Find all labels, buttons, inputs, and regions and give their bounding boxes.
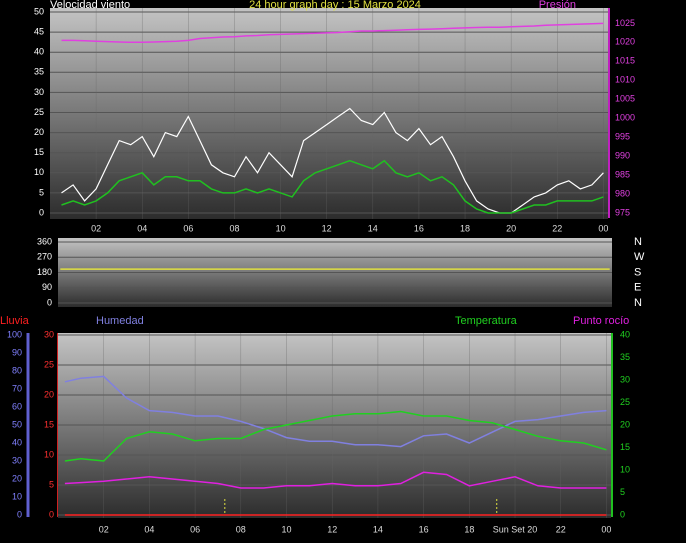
x-tick-label: 10 bbox=[276, 223, 286, 233]
x-tick-label: 12 bbox=[322, 223, 332, 233]
y-tick-label: 1000 bbox=[615, 113, 635, 123]
y-tick-label: 20 bbox=[12, 473, 22, 483]
x-tick-label: 06 bbox=[190, 524, 200, 534]
x-tick-label: 18 bbox=[464, 524, 474, 534]
y-tick-label: 10 bbox=[12, 491, 22, 501]
x-tick-label: 22 bbox=[556, 524, 566, 534]
x-tick-label: 04 bbox=[137, 223, 147, 233]
y-tick-label: 5 bbox=[39, 187, 44, 197]
y-tick-label: 60 bbox=[12, 401, 22, 411]
y-tick-label: 1020 bbox=[615, 37, 635, 47]
y-tick-label: 40 bbox=[34, 47, 44, 57]
y-tick-label: N bbox=[634, 236, 642, 248]
y-tick-label: 45 bbox=[34, 26, 44, 36]
y-tick-label: 990 bbox=[615, 150, 630, 160]
legend-label: Temperatura bbox=[455, 315, 518, 327]
y-tick-label: 15 bbox=[44, 419, 54, 429]
legend-label: Punto rocío bbox=[573, 315, 629, 327]
series-line bbox=[61, 159, 604, 214]
y-tick-label: 0 bbox=[620, 509, 625, 519]
y-tick-label: 20 bbox=[44, 389, 54, 399]
y-tick-label: 40 bbox=[12, 437, 22, 447]
axis-label: Velocidad viento bbox=[50, 0, 130, 11]
y-tick-label: 70 bbox=[12, 383, 22, 393]
x-tick-label: 02 bbox=[99, 524, 109, 534]
y-tick-label: 980 bbox=[615, 188, 630, 198]
y-tick-label: 30 bbox=[12, 455, 22, 465]
series-line bbox=[64, 375, 607, 448]
y-tick-label: 0 bbox=[17, 509, 22, 519]
legend-label: Humedad bbox=[96, 315, 144, 327]
y-tick-label: 0 bbox=[49, 509, 54, 519]
y-tick-label: 30 bbox=[44, 329, 54, 339]
x-tick-label: 08 bbox=[229, 223, 239, 233]
y-tick-label: 360 bbox=[37, 236, 52, 246]
y-tick-label: 10 bbox=[34, 167, 44, 177]
y-tick-label: 15 bbox=[620, 442, 630, 452]
y-tick-label: 20 bbox=[34, 127, 44, 137]
x-tick-label: 20 bbox=[506, 223, 516, 233]
y-tick-label: 10 bbox=[620, 464, 630, 474]
y-tick-label: 25 bbox=[620, 397, 630, 407]
y-tick-label: 30 bbox=[620, 374, 630, 384]
y-tick-label: W bbox=[634, 251, 645, 263]
x-tick-label: 18 bbox=[460, 223, 470, 233]
y-tick-label: 1010 bbox=[615, 75, 635, 85]
y-tick-label: 80 bbox=[12, 365, 22, 375]
x-tick-label: 14 bbox=[368, 223, 378, 233]
y-tick-label: 15 bbox=[34, 147, 44, 157]
y-tick-label: 50 bbox=[12, 419, 22, 429]
x-tick-label: Sun Set 20 bbox=[493, 524, 538, 534]
x-tick-label: 12 bbox=[327, 524, 337, 534]
series-line bbox=[64, 471, 607, 489]
y-tick-label: 5 bbox=[49, 479, 54, 489]
x-tick-label: 00 bbox=[598, 223, 608, 233]
y-tick-label: 40 bbox=[620, 329, 630, 339]
y-tick-label: 1025 bbox=[615, 18, 635, 28]
y-tick-label: 180 bbox=[37, 267, 52, 277]
y-tick-label: 50 bbox=[34, 6, 44, 16]
y-tick-label: S bbox=[634, 266, 641, 278]
y-tick-label: 100 bbox=[7, 329, 22, 339]
x-tick-label: 04 bbox=[144, 524, 154, 534]
x-tick-label: 10 bbox=[282, 524, 292, 534]
y-tick-label: 0 bbox=[47, 297, 52, 307]
y-tick-label: 30 bbox=[34, 87, 44, 97]
y-tick-label: 985 bbox=[615, 169, 630, 179]
y-tick-label: 975 bbox=[615, 207, 630, 217]
y-tick-label: 25 bbox=[44, 359, 54, 369]
y-tick-label: 1005 bbox=[615, 94, 635, 104]
chart-title: 24 hour graph day : 15 Marzo 2024 bbox=[249, 0, 421, 11]
y-tick-label: 90 bbox=[12, 347, 22, 357]
x-tick-label: 22 bbox=[552, 223, 562, 233]
y-tick-label: 20 bbox=[620, 419, 630, 429]
y-tick-label: 1015 bbox=[615, 56, 635, 66]
x-tick-label: 16 bbox=[414, 223, 424, 233]
y-tick-label: 35 bbox=[620, 352, 630, 362]
x-tick-label: 02 bbox=[91, 223, 101, 233]
axis-label: Presión bbox=[539, 0, 576, 11]
y-tick-label: 995 bbox=[615, 132, 630, 142]
y-tick-label: N bbox=[634, 297, 642, 309]
x-tick-label: 00 bbox=[601, 524, 611, 534]
y-tick-label: 5 bbox=[620, 487, 625, 497]
legend-label: Lluvia bbox=[0, 315, 30, 327]
series-line bbox=[61, 22, 604, 44]
plot-background bbox=[50, 8, 608, 219]
x-tick-label: 06 bbox=[183, 223, 193, 233]
series-line bbox=[64, 410, 607, 462]
y-tick-label: E bbox=[634, 282, 641, 294]
y-tick-label: 270 bbox=[37, 252, 52, 262]
y-tick-label: 90 bbox=[42, 282, 52, 292]
x-tick-label: 14 bbox=[373, 524, 383, 534]
y-tick-label: 35 bbox=[34, 67, 44, 77]
y-tick-label: 25 bbox=[34, 107, 44, 117]
x-tick-label: 16 bbox=[419, 524, 429, 534]
x-tick-label: 08 bbox=[236, 524, 246, 534]
y-tick-label: 0 bbox=[39, 207, 44, 217]
y-tick-label: 10 bbox=[44, 449, 54, 459]
